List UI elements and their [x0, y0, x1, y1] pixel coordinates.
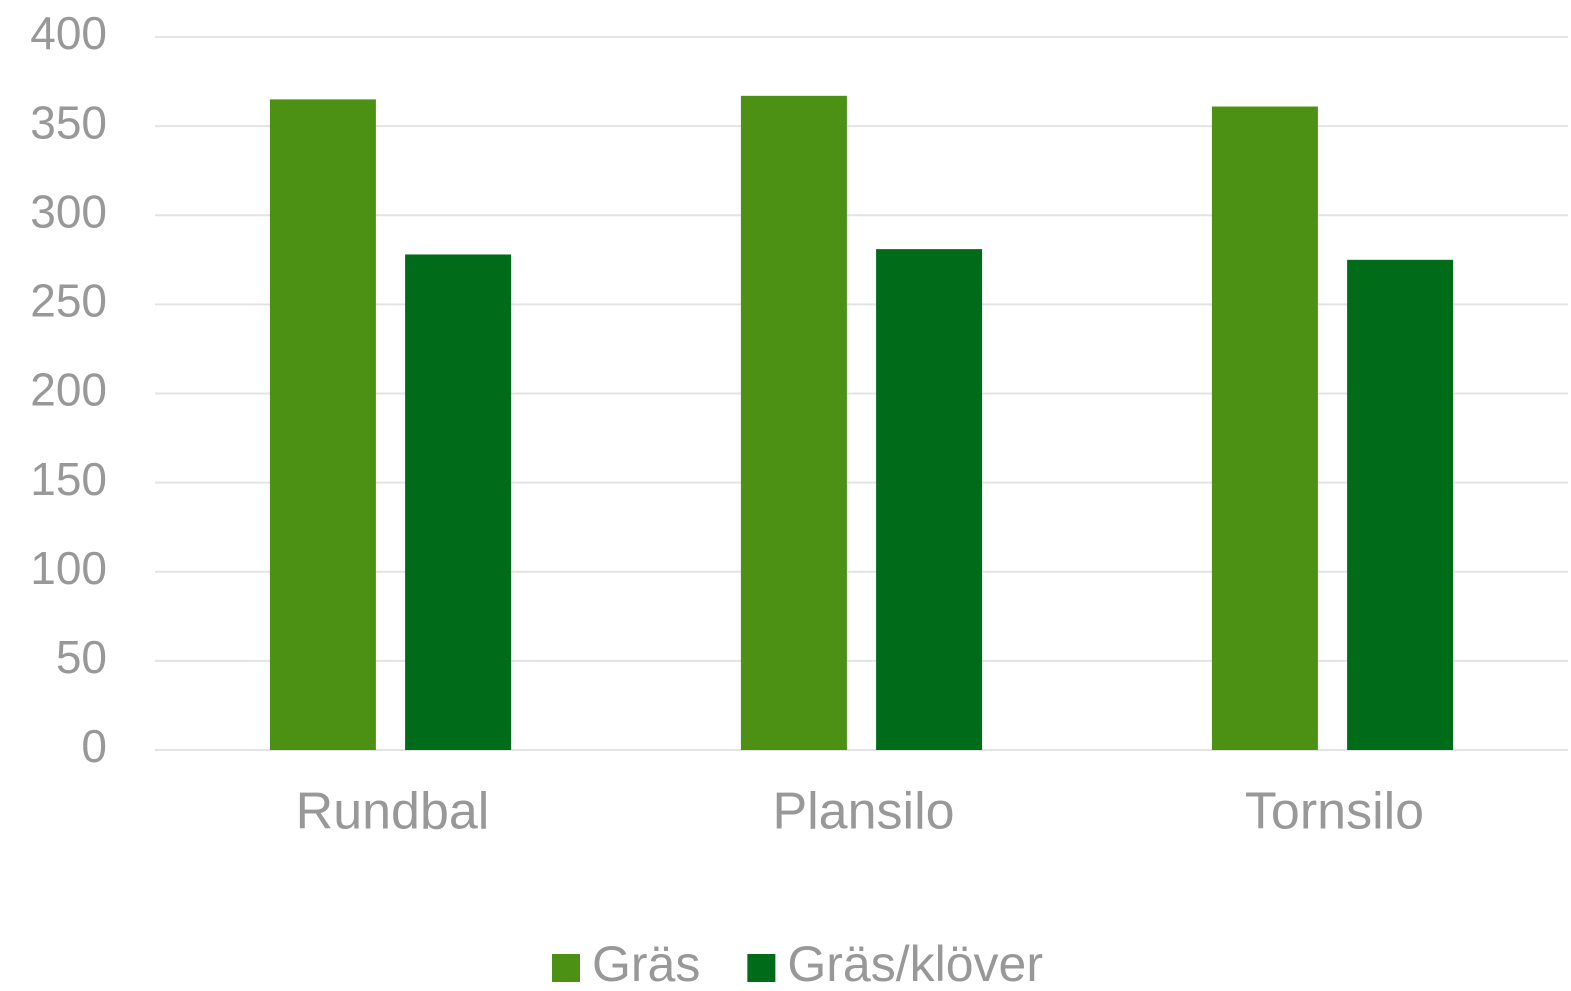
y-tick-label: 350 [30, 96, 107, 148]
bar [1211, 106, 1318, 750]
bar [876, 249, 983, 750]
legend-label: Gräs [592, 936, 700, 991]
legend-swatch [552, 954, 580, 982]
bar [740, 95, 847, 750]
y-tick-label: 50 [56, 631, 107, 683]
y-tick-label: 0 [81, 720, 107, 772]
legend-label: Gräs/klöver [787, 936, 1043, 991]
bar [1347, 259, 1454, 750]
x-tick-label: Plansilo [772, 783, 954, 841]
bar [405, 254, 512, 750]
legend-swatch [747, 954, 776, 982]
y-tick-label: 300 [30, 185, 107, 237]
x-tick-label: Tornsilo [1245, 783, 1424, 841]
x-tick-label: Rundbal [296, 783, 490, 841]
y-tick-label: 400 [30, 7, 107, 59]
y-tick-label: 200 [30, 364, 107, 416]
bar [269, 99, 376, 750]
y-tick-label: 150 [30, 453, 107, 505]
y-tick-label: 250 [30, 275, 107, 327]
y-tick-label: 100 [30, 542, 107, 594]
